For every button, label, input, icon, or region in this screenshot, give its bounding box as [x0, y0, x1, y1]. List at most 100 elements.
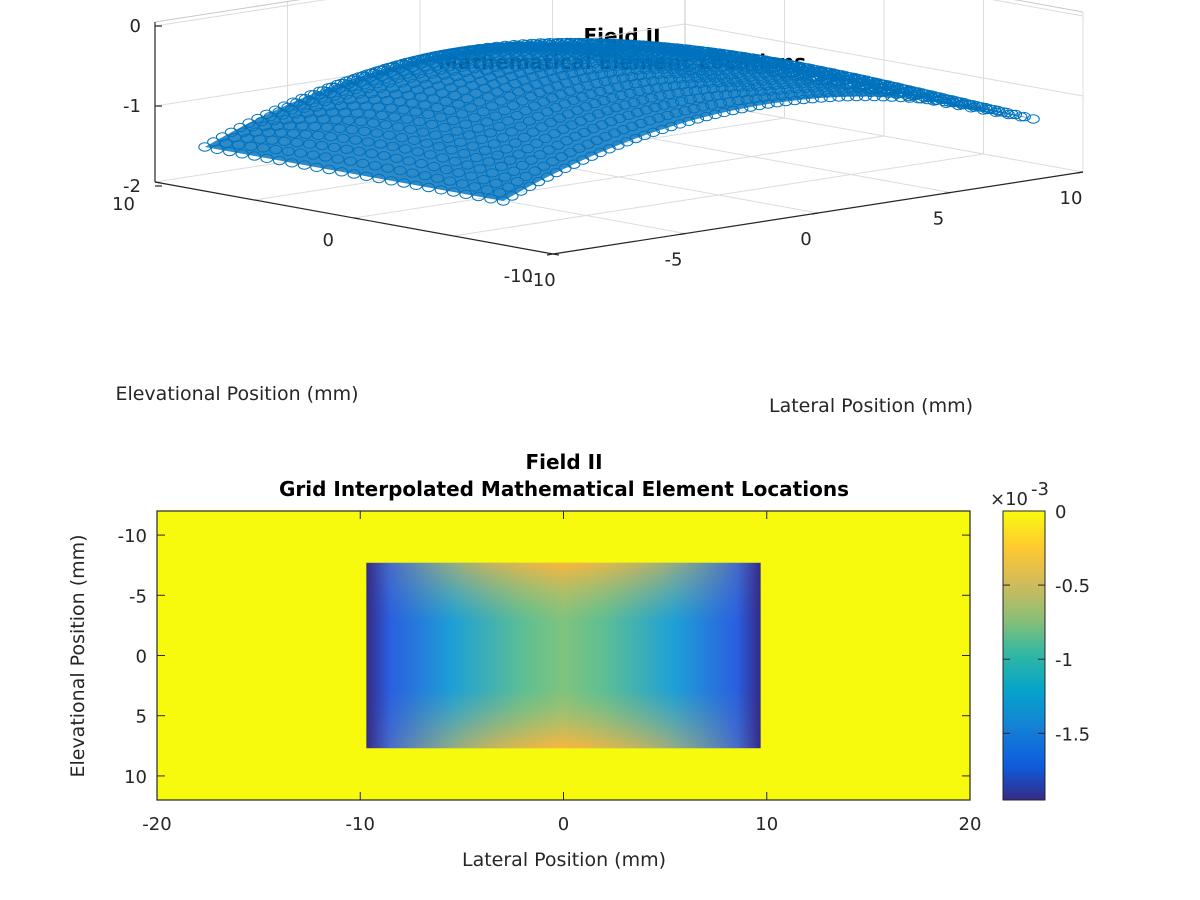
surface-marker	[832, 92, 846, 102]
surface-marker	[409, 107, 423, 117]
surface-marker	[692, 66, 706, 76]
surface-marker	[410, 55, 424, 66]
x-tick-label-3d: 0	[800, 229, 811, 250]
surface-marker	[254, 116, 268, 127]
heatmap-x-tick-label: 20	[959, 814, 982, 835]
surface-marker	[510, 110, 524, 121]
surface-marker	[345, 125, 359, 135]
surface-marker	[638, 130, 652, 141]
surface-marker	[445, 48, 459, 58]
surface-marker	[333, 123, 347, 134]
surface-marker	[1017, 112, 1031, 122]
surface-marker	[669, 108, 683, 118]
surface-marker	[439, 96, 453, 107]
surface-marker	[459, 189, 473, 200]
surface-marker	[889, 89, 903, 100]
surface-marker	[324, 132, 338, 142]
surface-marker	[407, 135, 421, 146]
surface-marker	[516, 39, 530, 49]
plot-3d: Field II Mathematical Element Locations …	[112, 0, 1084, 417]
surface-marker	[478, 145, 492, 156]
surface-marker	[657, 45, 671, 55]
surface-marker	[625, 121, 639, 132]
surface-marker	[365, 148, 379, 159]
surface-marker	[565, 68, 579, 79]
surface-marker	[388, 112, 402, 122]
surface-marker	[679, 62, 693, 73]
surface-marker	[496, 196, 510, 206]
heatmap-y-tick-label: -10	[118, 526, 147, 547]
surface-marker	[604, 39, 618, 49]
plot-3d-axes: -10 -5 0 5 10 -10 0 10 0 -1 -2	[112, 16, 1084, 291]
surface-marker	[278, 136, 292, 147]
surface-marker	[411, 147, 425, 157]
surface-marker	[692, 51, 706, 62]
surface-marker	[492, 121, 506, 132]
surface-marker	[453, 137, 467, 147]
colorbar-tick-label: -0.5	[1055, 576, 1090, 597]
surface-marker	[473, 164, 487, 174]
surface-marker	[519, 171, 533, 182]
surface-marker	[631, 41, 645, 52]
surface-marker	[673, 119, 687, 129]
surface-marker	[476, 107, 490, 117]
surface-marker	[500, 42, 514, 52]
surface-marker	[372, 173, 386, 184]
surface-marker	[430, 102, 444, 113]
surface-marker	[359, 101, 373, 111]
surface-marker	[384, 176, 398, 186]
surface-marker	[301, 108, 314, 118]
surface-marker	[952, 100, 966, 111]
surface-marker	[661, 110, 674, 121]
surface-marker	[432, 141, 446, 152]
surface-marker	[428, 74, 442, 85]
surface-marker	[726, 105, 740, 116]
surface-marker	[609, 103, 623, 113]
surface-marker	[379, 120, 393, 130]
surface-marker	[443, 105, 456, 116]
surface-marker	[290, 137, 304, 148]
surface-marker	[482, 92, 495, 102]
surface-marker	[339, 76, 353, 87]
surface-marker	[489, 178, 503, 189]
surface-marker	[484, 43, 498, 53]
surface-marker	[335, 167, 349, 177]
surface-marker	[675, 96, 688, 107]
surface-marker	[454, 46, 468, 57]
surface-marker	[471, 191, 485, 202]
surface-marker	[432, 81, 446, 91]
surface-marker	[349, 135, 363, 145]
surface-marker	[466, 141, 480, 151]
surface-marker	[272, 155, 286, 166]
surface-marker	[446, 115, 460, 126]
surface-marker	[248, 151, 261, 161]
surface-marker	[434, 185, 448, 195]
z-tick-label-3d: -2	[123, 176, 141, 197]
surface-marker	[802, 88, 816, 99]
surface-marker	[600, 62, 614, 72]
surface-marker	[480, 117, 494, 127]
surface-marker	[636, 40, 650, 50]
surface-marker	[370, 128, 384, 138]
grid-line-3d	[453, 153, 984, 237]
x-tick-3d	[944, 191, 951, 195]
surface-marker	[366, 67, 380, 78]
surface-marker	[603, 38, 616, 48]
surface-marker	[549, 167, 563, 178]
surface-marker	[740, 94, 754, 105]
surface-marker	[1005, 109, 1019, 120]
surface-marker	[503, 155, 517, 165]
surface-marker	[354, 116, 368, 127]
surface-marker	[402, 90, 416, 101]
x-tick-label-3d: -5	[665, 250, 683, 271]
surface-marker	[299, 129, 313, 140]
surface-marker	[414, 158, 428, 169]
surface-marker	[506, 100, 520, 111]
surface-marker	[599, 38, 613, 48]
surface-marker	[485, 101, 499, 111]
surface-marker	[525, 38, 539, 49]
surface-marker	[505, 127, 519, 137]
surface-marker	[510, 62, 524, 72]
y-tick-3d	[353, 217, 361, 220]
surface-marker	[416, 127, 430, 137]
